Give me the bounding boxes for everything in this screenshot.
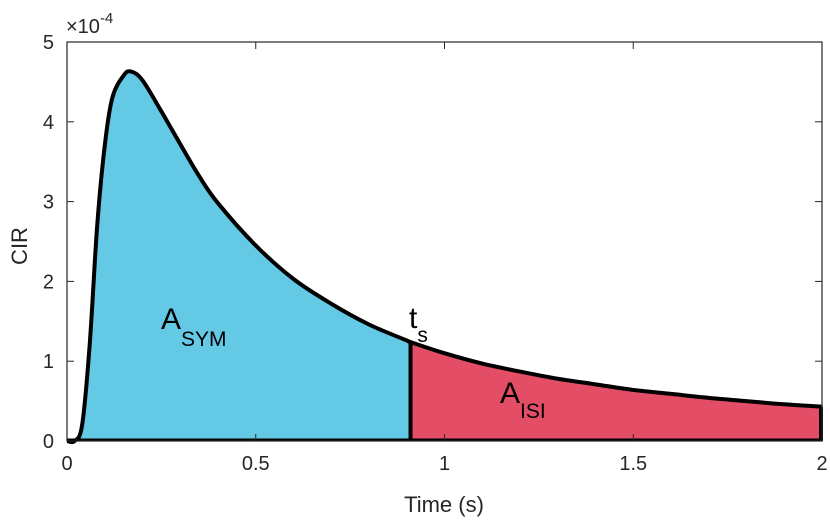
region-label-isi-main: A [500,377,520,410]
x-tick-label: 2 [816,453,827,475]
split-label-sub: s [417,324,428,347]
split-label: ts [409,302,428,347]
region-label-sym: ASYM [161,303,227,351]
region-label-sym-sub: SYM [181,328,227,351]
y-tick-label: 1 [43,351,54,373]
region-label-sym-main: A [161,303,181,336]
area-fill-sym [67,71,411,443]
x-tick-label: 0 [61,453,72,475]
y-tick-label: 3 [43,192,54,214]
x-tick-label: 0.5 [242,453,270,475]
area-fill-isi [410,342,822,441]
y-axis-title: CIR [7,227,32,265]
y-exponent: ×10-4 [66,10,113,38]
y-exponent-base: ×10 [66,16,100,38]
split-label-main: t [409,302,418,335]
y-tick-label: 4 [43,112,54,134]
x-tick-label: 1.5 [619,453,647,475]
y-ticks: 0 1 2 3 4 5 [43,32,822,453]
region-label-isi-sub: ISI [520,400,546,423]
y-exponent-power: -4 [100,10,113,27]
area-fills [67,71,822,443]
x-ticks: 0 0.5 1 1.5 2 [61,42,828,475]
region-label-isi: AISI [500,377,546,423]
x-axis-title: Time (s) [404,492,484,517]
y-tick-label: 5 [43,32,54,54]
x-tick-label: 1 [439,453,450,475]
cir-curve-line [66,69,823,445]
y-tick-label: 2 [43,271,54,293]
y-tick-label: 0 [43,431,54,453]
